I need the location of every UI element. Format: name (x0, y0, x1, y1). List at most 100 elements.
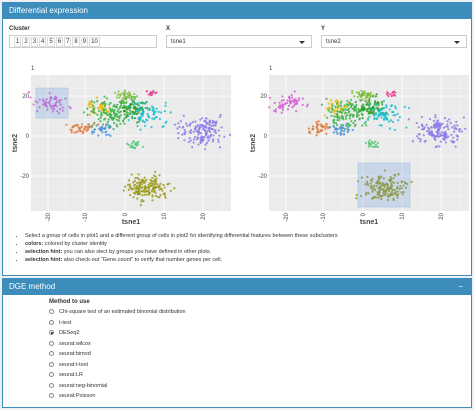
radio[interactable] (49, 351, 54, 357)
method-option[interactable]: seurat:t-test (49, 362, 88, 368)
radio[interactable] (49, 340, 54, 346)
method-option[interactable]: seurat:LR (49, 372, 83, 378)
cell-point (392, 90, 396, 93)
cell-point (445, 125, 448, 128)
method-option[interactable]: t-test (49, 320, 71, 326)
cell-point (453, 124, 456, 127)
cell-point (349, 113, 352, 116)
cell-point (83, 125, 86, 128)
cell-point (327, 109, 330, 112)
cell-point (44, 104, 47, 107)
x-select[interactable]: tsne1 (166, 35, 312, 48)
cell-point (220, 126, 223, 129)
radio[interactable] (49, 372, 54, 378)
cell-point (390, 191, 394, 194)
cell-point (123, 101, 126, 104)
method-option[interactable]: seurat:Poisson (49, 393, 95, 399)
cell-point (163, 194, 167, 198)
radio[interactable] (49, 330, 54, 336)
cell-point (371, 190, 374, 193)
cell-point (354, 100, 357, 104)
cell-point (133, 116, 137, 120)
cell-point (405, 182, 409, 186)
cell-point (462, 116, 466, 119)
cell-point (339, 102, 342, 105)
radio[interactable] (49, 361, 54, 367)
cell-point (140, 178, 143, 181)
cell-point (377, 190, 380, 193)
cell-point (353, 109, 356, 112)
cell-point (131, 116, 134, 119)
cell-point (423, 126, 426, 129)
cell-point (391, 180, 394, 183)
cell-point (336, 107, 340, 110)
radio[interactable] (49, 382, 54, 388)
cell-point (382, 188, 385, 191)
cell-point (123, 93, 126, 96)
cell-point (394, 105, 397, 108)
cell-point (156, 195, 159, 198)
cell-point (364, 97, 367, 100)
radio[interactable] (49, 309, 54, 315)
cell-point (132, 140, 136, 143)
cell-point (317, 120, 320, 123)
panel-header: Differential expression (3, 3, 471, 19)
cell-point (421, 125, 424, 128)
cell-point (199, 118, 202, 121)
y-tick-label: 0 (26, 134, 30, 140)
cell-point (345, 124, 348, 128)
cell-point (228, 133, 232, 136)
radio[interactable] (49, 319, 54, 325)
cell-point (217, 138, 220, 141)
cell-point (127, 188, 130, 191)
cell-point (368, 115, 371, 118)
cell-point (344, 108, 347, 111)
radio[interactable] (49, 393, 54, 399)
option-label: Chi-square test of an estimated binomial… (59, 309, 186, 315)
cell-point (122, 119, 125, 123)
cell-point (333, 115, 336, 118)
cell-point (106, 120, 109, 123)
method-option[interactable]: Chi-square test of an estimated binomial… (49, 309, 186, 315)
cell-point (135, 112, 138, 116)
cell-point (385, 104, 388, 107)
cell-point (421, 128, 424, 131)
cell-point (375, 95, 378, 98)
cell-point (382, 118, 386, 121)
cell-point (132, 181, 135, 184)
method-option[interactable]: seurat:wilcox (49, 341, 91, 347)
cell-point (59, 103, 62, 106)
cell-point (112, 110, 116, 113)
cell-point (361, 113, 364, 117)
cell-point (394, 107, 398, 110)
cell-point (353, 95, 356, 98)
method-option[interactable]: seurat:neg-binomial (49, 383, 107, 389)
cell-point (137, 120, 140, 123)
y-axis-label: tsne2 (12, 134, 19, 152)
cell-point (417, 126, 420, 129)
cell-point (100, 126, 103, 129)
cell-point (199, 132, 203, 135)
cell-point (436, 128, 440, 132)
cell-point (372, 184, 376, 188)
cell-point (158, 174, 161, 177)
cell-point (346, 128, 349, 131)
cell-point (164, 104, 167, 107)
cell-point (93, 108, 96, 111)
collapse-button[interactable]: − (458, 282, 463, 291)
cell-point (340, 123, 343, 126)
cell-point (192, 141, 195, 144)
method-option[interactable]: seurat:bimod (49, 351, 91, 357)
cell-point (371, 196, 374, 199)
cell-point (355, 115, 358, 118)
cell-point (161, 189, 164, 192)
cell-point (443, 116, 447, 120)
cell-point (109, 101, 112, 105)
x-tick-label: -10 (83, 212, 89, 221)
cell-point (292, 104, 295, 108)
cell-point (377, 102, 380, 105)
cell-point (336, 119, 339, 122)
method-option[interactable]: DESeq2 (49, 330, 80, 336)
y-select[interactable]: tsne2 (321, 35, 467, 48)
cluster-input[interactable]: 1 2 3 4 5 6 7 8 9 10 (9, 35, 157, 48)
